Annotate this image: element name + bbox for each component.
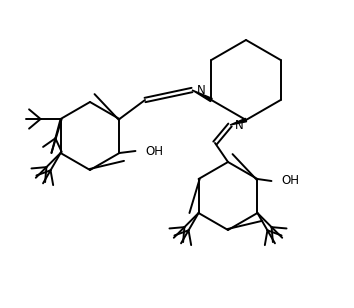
Text: N: N	[235, 119, 244, 132]
Text: OH: OH	[281, 175, 299, 188]
Polygon shape	[192, 90, 212, 102]
Polygon shape	[230, 118, 246, 125]
Text: N: N	[197, 83, 206, 96]
Text: OH: OH	[145, 144, 164, 157]
